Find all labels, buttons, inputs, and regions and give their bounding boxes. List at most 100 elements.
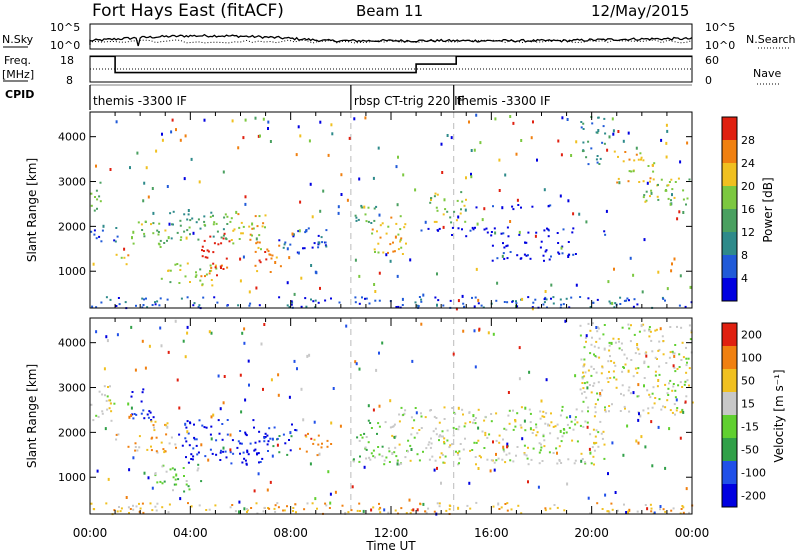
- data-cell: [175, 446, 177, 449]
- data-cell: [583, 375, 586, 378]
- scatter-cell: [271, 454, 274, 458]
- data-cell: [364, 446, 367, 449]
- data-cell: [398, 420, 401, 423]
- data-cell: [347, 511, 350, 514]
- data-cell: [538, 442, 541, 445]
- colorbar-tick-label: 8: [741, 249, 748, 262]
- data-cell: [617, 155, 619, 158]
- scatter-cell: [411, 359, 414, 363]
- data-cell: [226, 215, 229, 218]
- scatter-cell: [243, 327, 246, 331]
- data-cell: [113, 402, 116, 405]
- data-cell: [204, 455, 207, 458]
- data-cell: [460, 208, 462, 211]
- data-cell: [648, 329, 651, 332]
- data-cell: [579, 296, 582, 298]
- beam-label: Beam 11: [356, 2, 423, 20]
- scatter-cell: [145, 166, 148, 170]
- data-cell: [142, 409, 145, 412]
- data-cell: [612, 337, 615, 340]
- scatter-cell: [262, 387, 264, 391]
- data-cell: [457, 463, 460, 466]
- data-cell: [225, 456, 228, 459]
- data-cell: [592, 455, 595, 458]
- scatter-cell: [168, 222, 171, 226]
- data-cell: [443, 461, 446, 464]
- data-cell: [512, 208, 515, 211]
- data-cell: [636, 510, 639, 513]
- data-cell: [600, 372, 603, 375]
- data-cell: [441, 435, 444, 438]
- data-cell: [585, 340, 587, 343]
- data-cell: [580, 121, 583, 123]
- data-cell: [163, 480, 166, 483]
- scatter-cell: [314, 270, 317, 274]
- data-cell: [209, 433, 212, 436]
- data-cell: [135, 304, 137, 307]
- scatter-cell: [235, 210, 238, 214]
- data-cell: [469, 229, 472, 232]
- data-cell: [223, 216, 226, 219]
- scatter-cell: [665, 155, 668, 159]
- data-cell: [592, 428, 595, 431]
- data-cell: [237, 440, 240, 443]
- data-cell: [96, 207, 98, 210]
- scatter-cell: [253, 489, 256, 493]
- data-cell: [375, 205, 378, 208]
- scatter-cell: [473, 148, 476, 152]
- data-cell: [379, 511, 382, 514]
- data-cell: [556, 506, 559, 509]
- data-cell: [589, 512, 592, 515]
- scatter-cell: [534, 234, 537, 238]
- data-cell: [681, 341, 684, 344]
- data-cell: [192, 304, 195, 307]
- data-cell: [595, 158, 598, 161]
- data-cell: [189, 281, 191, 283]
- data-cell: [310, 298, 312, 301]
- data-cell: [186, 420, 189, 423]
- data-cell: [587, 322, 590, 325]
- colorbar-frame: [721, 322, 738, 508]
- scatter-cell: [611, 441, 614, 445]
- data-cell: [658, 373, 661, 376]
- data-cell: [523, 253, 526, 256]
- data-cell: [606, 377, 609, 380]
- data-cell: [651, 350, 654, 353]
- data-cell: [433, 510, 436, 513]
- data-cell: [604, 233, 607, 236]
- data-cell: [95, 306, 98, 309]
- data-cell: [642, 323, 645, 326]
- scatter-cell: [179, 497, 182, 501]
- data-cell: [652, 170, 655, 173]
- data-cell: [325, 245, 328, 248]
- data-cell: [462, 413, 464, 416]
- data-cell: [151, 304, 154, 306]
- data-cell: [443, 406, 446, 409]
- data-cell: [451, 407, 454, 409]
- scatter-cell: [518, 346, 521, 350]
- data-cell: [552, 452, 555, 454]
- data-cell: [92, 419, 95, 422]
- data-cell: [435, 433, 438, 436]
- data-cell: [225, 237, 227, 240]
- data-cell: [364, 447, 367, 450]
- scatter-cell: [396, 274, 399, 278]
- scatter-cell: [370, 508, 373, 512]
- data-cell: [303, 247, 306, 250]
- data-cell: [158, 222, 161, 225]
- data-cell: [222, 234, 225, 237]
- scatter-cell: [161, 132, 163, 136]
- data-cell: [633, 298, 636, 301]
- data-cell: [115, 227, 118, 229]
- data-cell: [146, 413, 149, 416]
- data-cell: [251, 234, 253, 237]
- data-cell: [438, 505, 441, 508]
- scatter-cell: [166, 425, 169, 429]
- scatter-cell: [595, 326, 598, 329]
- data-cell: [463, 425, 466, 428]
- data-cell: [116, 510, 119, 513]
- data-cell: [688, 324, 691, 327]
- scatter-cell: [679, 160, 682, 164]
- data-cell: [230, 217, 233, 220]
- data-cell: [622, 160, 625, 163]
